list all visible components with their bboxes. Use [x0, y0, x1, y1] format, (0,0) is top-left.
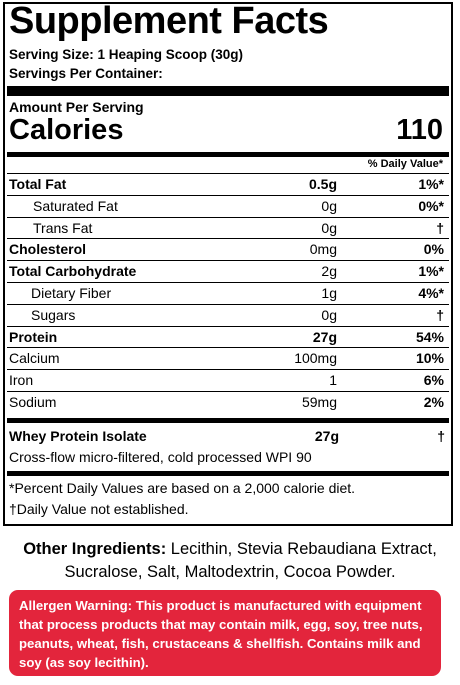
- nutrient-name: Total Carbohydrate: [9, 263, 137, 280]
- nutrient-dv: 2%: [423, 394, 444, 410]
- nutrient-amount: 0mg: [309, 241, 337, 258]
- nutrient-amount: 0g: [321, 306, 337, 323]
- serving-size: Serving Size: 1 Heaping Scoop (30g): [9, 47, 244, 62]
- nutrient-amount: 0.5g: [308, 176, 337, 192]
- nutrient-amount: 27g: [312, 328, 337, 345]
- nutrient-name: Sodium: [9, 394, 57, 410]
- amount-per-serving: Amount Per Serving: [9, 99, 144, 115]
- nutrient-name: Total Fat: [9, 176, 67, 192]
- medium-divider: [7, 152, 449, 157]
- other-ingredients-label: Other Ingredients:: [23, 540, 167, 558]
- nutrient-row-sugars: Sugars 0g †: [7, 303, 449, 326]
- nutrient-row-sodium: Sodium 59mg 2%: [7, 391, 449, 413]
- whey-description: Cross-flow micro-filtered, cold processe…: [9, 449, 312, 465]
- footnote-percent-dv: *Percent Daily Values are based on a 2,0…: [9, 480, 356, 496]
- nutrient-amount: 2g: [321, 263, 337, 280]
- whey-name: Whey Protein Isolate: [9, 428, 147, 444]
- nutrient-amount: 0g: [321, 219, 337, 236]
- nutrient-dv: †: [436, 219, 444, 236]
- nutrient-dv: †: [436, 306, 444, 323]
- nutrient-dv: 0%: [423, 241, 444, 258]
- nutrient-row-protein: Protein 27g 54%: [7, 325, 449, 348]
- nutrient-amount: 1g: [321, 285, 337, 301]
- nutrient-dv: 1%*: [418, 176, 444, 192]
- nutrient-dv: 10%: [415, 350, 444, 367]
- nutrient-name: Dietary Fiber: [31, 285, 112, 301]
- nutrient-row-total-fat: Total Fat 0.5g 1%*: [7, 173, 449, 195]
- servings-per-container: Servings Per Container:: [9, 66, 163, 81]
- nutrient-dv: 54%: [415, 328, 444, 345]
- nutrient-name: Sugars: [31, 306, 76, 323]
- nutrient-amount: 1: [329, 372, 337, 389]
- nutrient-name: Saturated Fat: [33, 197, 118, 214]
- nutrient-row-trans-fat: Trans Fat 0g †: [7, 216, 449, 239]
- nutrient-row-total-carbohydrate: Total Carbohydrate 2g 1%*: [7, 260, 449, 282]
- nutrient-row-calcium: Calcium 100mg 10%: [7, 347, 449, 369]
- nutrient-dv: 6%: [423, 372, 444, 389]
- nutrient-dv: 4%*: [418, 285, 444, 301]
- nutrient-name: Cholesterol: [9, 241, 87, 258]
- whey-protein-row: Whey Protein Isolate 27g †: [9, 428, 445, 448]
- nutrient-row-cholesterol: Cholesterol 0mg 0%: [7, 238, 449, 260]
- supplement-facts-panel: Supplement Facts Serving Size: 1 Heaping…: [3, 0, 453, 526]
- medium-divider: [7, 418, 449, 423]
- panel-title: Supplement Facts: [9, 0, 329, 42]
- nutrient-row-saturated-fat: Saturated Fat 0g 0%*: [7, 194, 449, 217]
- nutrient-amount: 59mg: [301, 394, 337, 410]
- thick-divider: [7, 86, 449, 96]
- nutrient-row-dietary-fiber: Dietary Fiber 1g 4%*: [7, 282, 449, 304]
- nutrient-name: Iron: [9, 372, 34, 389]
- whey-dv: †: [437, 428, 445, 444]
- whey-amount: 27g: [314, 428, 339, 444]
- calories-label: Calories: [9, 114, 124, 146]
- nutrient-name: Trans Fat: [33, 219, 93, 236]
- nutrient-dv: 1%*: [418, 263, 444, 280]
- nutrient-amount: 0g: [321, 197, 337, 214]
- medium-divider: [7, 471, 449, 476]
- nutrient-name: Protein: [9, 328, 58, 345]
- nutrient-amount: 100mg: [294, 350, 337, 367]
- nutrient-dv: 0%*: [418, 197, 444, 214]
- calories-value: 110: [396, 114, 443, 146]
- nutrient-row-iron: Iron 1 6%: [7, 369, 449, 391]
- allergen-warning-text: Allergen Warning: This product is manufa…: [19, 598, 423, 670]
- footnote-dv-not-established: †Daily Value not established.: [9, 501, 189, 517]
- daily-value-header: % Daily Value*: [367, 158, 443, 170]
- nutrient-name: Calcium: [9, 350, 60, 367]
- other-ingredients-text: Lecithin, Stevia Rebaudiana Extract, Suc…: [64, 540, 437, 581]
- allergen-warning-box: Allergen Warning: This product is manufa…: [9, 590, 441, 676]
- other-ingredients: Other Ingredients: Lecithin, Stevia Reba…: [0, 538, 460, 584]
